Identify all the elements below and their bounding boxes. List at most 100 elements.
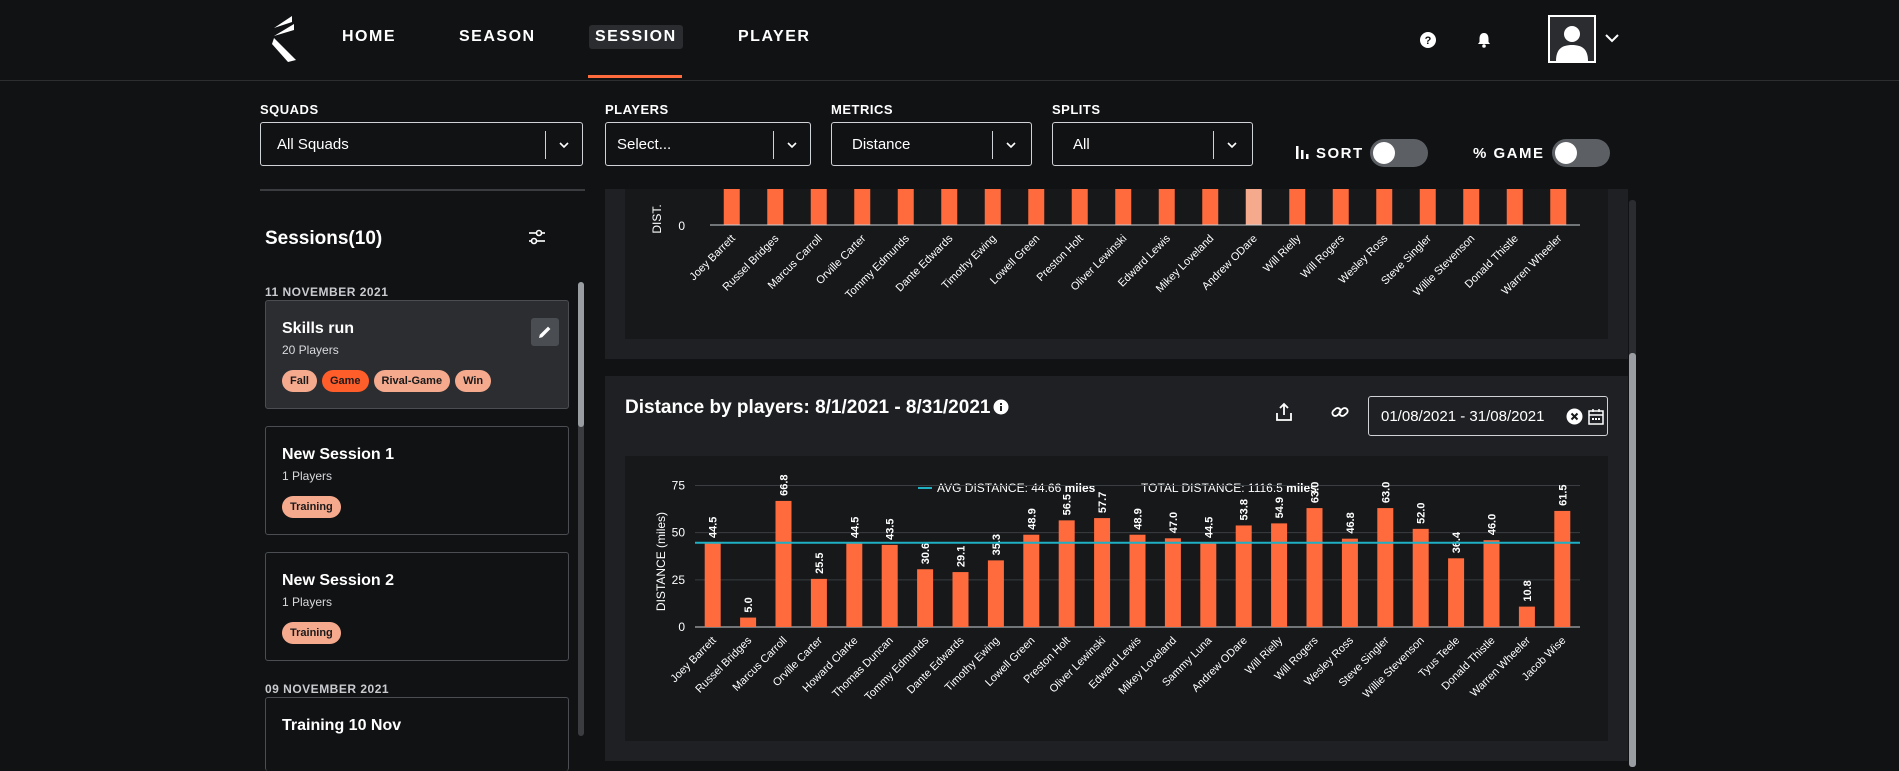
chart-bar[interactable] bbox=[897, 189, 914, 225]
chart-bar[interactable] bbox=[775, 500, 792, 627]
brand-logo-icon[interactable] bbox=[270, 14, 300, 64]
bell-icon[interactable] bbox=[1475, 31, 1493, 49]
chart-bar[interactable] bbox=[1094, 518, 1111, 627]
nav-season[interactable]: SEASON bbox=[459, 28, 536, 45]
chart-bar[interactable] bbox=[1115, 189, 1132, 225]
squads-value: All Squads bbox=[277, 135, 349, 153]
chart-bar[interactable] bbox=[881, 544, 898, 627]
chart-bar[interactable] bbox=[1341, 538, 1358, 627]
data-label: 43.5 bbox=[885, 518, 897, 539]
select-divider bbox=[545, 131, 546, 159]
data-label: 63.0 bbox=[1310, 482, 1322, 503]
chart-bar[interactable] bbox=[704, 543, 721, 627]
clear-icon[interactable] bbox=[1566, 408, 1583, 425]
x-tick-label: Thomas Duncan bbox=[830, 635, 896, 701]
main-scrollbar[interactable] bbox=[1629, 200, 1636, 767]
chart-bar[interactable] bbox=[917, 569, 934, 627]
session-card[interactable]: Skills run 20 Players Fall Game Rival-Ga… bbox=[265, 300, 569, 409]
data-label: 44.5 bbox=[708, 517, 720, 538]
chart-bar[interactable] bbox=[1332, 189, 1349, 225]
splits-select[interactable]: All bbox=[1052, 122, 1253, 166]
calendar-icon[interactable] bbox=[1588, 408, 1604, 425]
game-percent-toggle[interactable] bbox=[1552, 139, 1610, 167]
chart-bar[interactable] bbox=[1058, 520, 1075, 627]
chart-title: Distance by players: 8/1/2021 - 8/31/202… bbox=[625, 397, 991, 418]
chart-bar[interactable] bbox=[1518, 606, 1535, 627]
chart-bar[interactable] bbox=[952, 572, 969, 627]
chart-bar[interactable] bbox=[1129, 534, 1146, 627]
sort-bars-icon bbox=[1296, 146, 1309, 159]
session-card[interactable]: New Session 1 1 Players Training bbox=[265, 426, 569, 535]
avatar[interactable] bbox=[1548, 15, 1596, 63]
chart-bar[interactable] bbox=[987, 560, 1004, 627]
chart-bar[interactable] bbox=[984, 189, 1001, 225]
date-range-value: 01/08/2021 - 31/08/2021 bbox=[1381, 407, 1545, 425]
share-icon[interactable] bbox=[1275, 402, 1293, 422]
chart-bar[interactable] bbox=[1028, 189, 1045, 225]
metrics-value: Distance bbox=[852, 135, 911, 153]
chart-bar[interactable] bbox=[854, 189, 871, 225]
session-tags: Training bbox=[282, 622, 341, 644]
chart-bar[interactable] bbox=[740, 617, 757, 627]
sidebar-scrollbar[interactable] bbox=[578, 282, 584, 736]
data-label: 48.9 bbox=[1133, 508, 1145, 529]
chart-bar[interactable] bbox=[1164, 538, 1181, 627]
chart-bar[interactable] bbox=[1306, 508, 1323, 627]
session-card[interactable]: Training 10 Nov bbox=[265, 697, 569, 771]
legend-avg-text: AVG DISTANCE: 44.66 bbox=[937, 481, 1065, 495]
nav-player[interactable]: PLAYER bbox=[738, 28, 811, 45]
chart-bar[interactable] bbox=[1235, 525, 1252, 627]
chart-bar[interactable] bbox=[1448, 558, 1465, 627]
scrollbar-thumb[interactable] bbox=[1629, 353, 1636, 767]
chart-bar[interactable] bbox=[1071, 189, 1088, 225]
chart-bar[interactable] bbox=[1023, 534, 1040, 627]
chart-bar[interactable] bbox=[1419, 189, 1436, 225]
chart-bar[interactable] bbox=[810, 189, 827, 225]
squads-select[interactable]: All Squads bbox=[260, 122, 583, 166]
chart-bar[interactable] bbox=[810, 578, 827, 627]
chart-bar[interactable] bbox=[1554, 510, 1571, 627]
link-icon[interactable] bbox=[1330, 403, 1350, 421]
date-heading: 11 NOVEMBER 2021 bbox=[265, 285, 389, 299]
legend-total-label: TOTAL DISTANCE: 1116.5 miles bbox=[1141, 481, 1317, 495]
chart-bar[interactable] bbox=[1483, 540, 1500, 627]
session-card[interactable]: New Session 2 1 Players Training bbox=[265, 552, 569, 661]
help-icon[interactable]: ? bbox=[1419, 31, 1437, 49]
data-label: 46.0 bbox=[1487, 514, 1499, 535]
chart-bar[interactable] bbox=[1506, 189, 1523, 225]
chart-bar[interactable] bbox=[1463, 189, 1480, 225]
chart-bar[interactable] bbox=[1412, 528, 1429, 627]
chart-bar[interactable] bbox=[1271, 523, 1288, 627]
session-title: New Session 1 bbox=[282, 446, 395, 463]
nav-home[interactable]: HOME bbox=[342, 28, 396, 45]
nav-session[interactable]: SESSION bbox=[589, 25, 683, 49]
chart-bar[interactable] bbox=[1158, 189, 1175, 225]
chart-bar[interactable] bbox=[1245, 189, 1262, 225]
date-range-picker[interactable]: 01/08/2021 - 31/08/2021 bbox=[1368, 396, 1608, 436]
chart-bar[interactable] bbox=[1376, 189, 1393, 225]
players-select[interactable]: Select... bbox=[605, 122, 811, 166]
chevron-down-icon[interactable] bbox=[1604, 32, 1620, 44]
tag-badge: Training bbox=[282, 622, 341, 644]
chart-bar[interactable] bbox=[941, 189, 958, 225]
chart-bar[interactable] bbox=[846, 543, 863, 627]
chart-bar[interactable] bbox=[767, 189, 784, 225]
chart-bar[interactable] bbox=[1289, 189, 1306, 225]
chart-bar[interactable] bbox=[1377, 508, 1394, 627]
x-tick-label: Warren Wheeler bbox=[1468, 634, 1533, 699]
chart-bar[interactable] bbox=[1550, 189, 1567, 225]
x-tick-label: Will Rielly bbox=[1261, 232, 1304, 275]
sort-toggle[interactable] bbox=[1370, 139, 1428, 167]
sliders-icon[interactable] bbox=[528, 228, 546, 246]
session-player-count: 20 Players bbox=[282, 343, 339, 357]
data-label: 30.6 bbox=[920, 543, 932, 564]
sessions-title: Sessions(10) bbox=[265, 228, 383, 249]
info-icon[interactable] bbox=[993, 399, 1009, 415]
chart-bar[interactable] bbox=[1200, 543, 1217, 627]
edit-session-button[interactable] bbox=[531, 318, 559, 346]
y-axis-label: DIST. bbox=[650, 204, 664, 233]
scrollbar-thumb[interactable] bbox=[578, 282, 584, 427]
chart-bar[interactable] bbox=[1202, 189, 1219, 225]
metrics-select[interactable]: Distance bbox=[831, 122, 1032, 166]
chart-bar[interactable] bbox=[723, 189, 740, 225]
